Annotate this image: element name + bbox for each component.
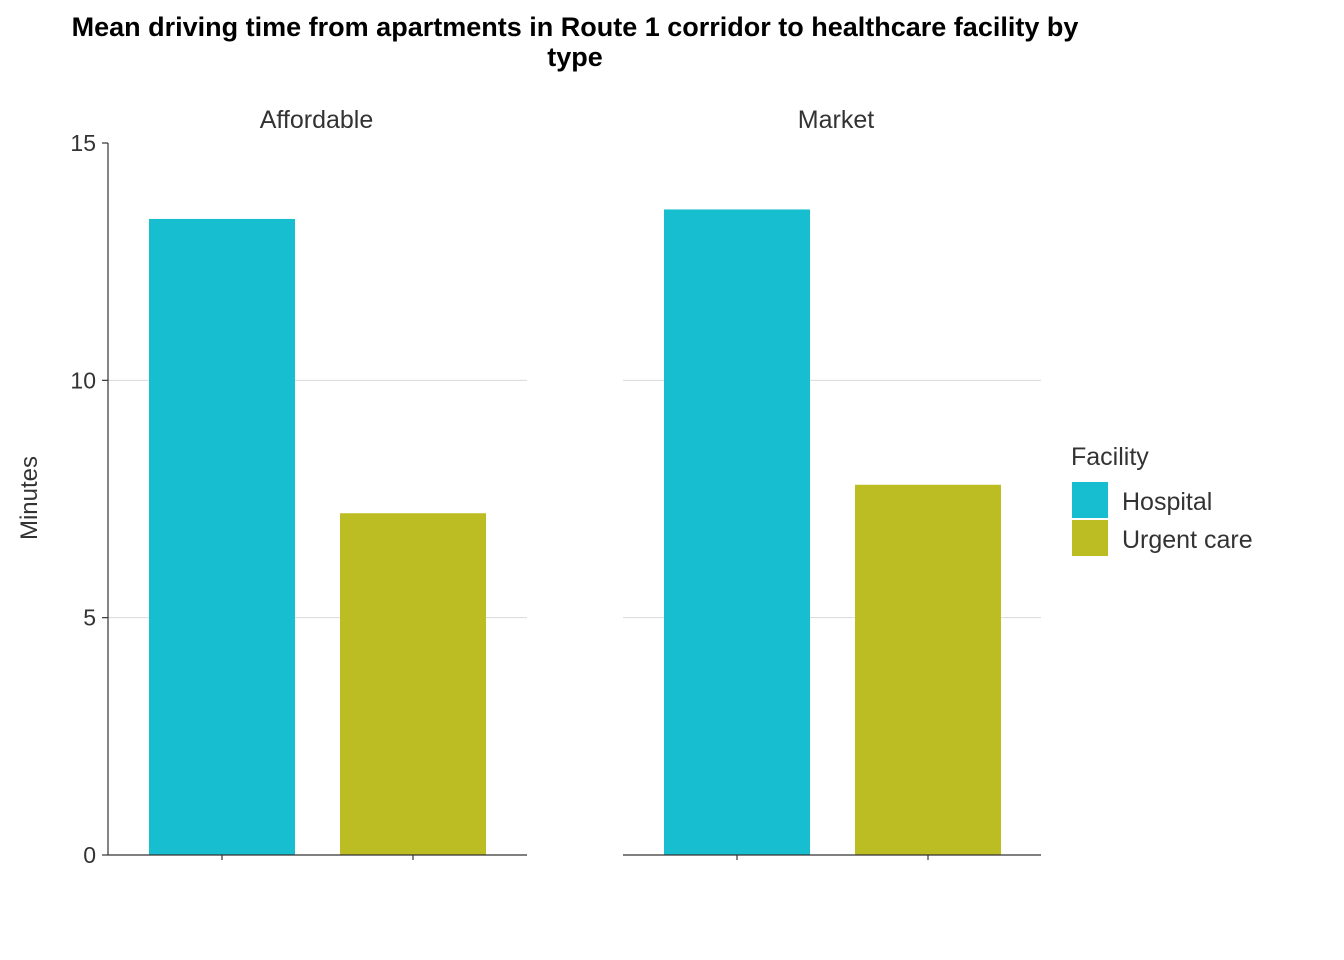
legend-items: Hospital Urgent care xyxy=(1072,482,1253,556)
facet-panel-affordable: Affordable 0 5 10 15 xyxy=(70,106,527,868)
chart-title-line2: type xyxy=(547,42,603,72)
bar-hospital xyxy=(149,218,295,856)
y-tick-label: 0 xyxy=(83,842,96,868)
y-tick-label: 10 xyxy=(70,367,96,393)
y-tick-label: 5 xyxy=(83,605,96,631)
facet-panel-market: Market xyxy=(623,106,1041,860)
y-axis-title: Minutes xyxy=(16,456,43,540)
legend-title: Facility xyxy=(1071,443,1149,471)
bar-urgent-care xyxy=(340,513,486,855)
legend: Facility Hospital Urgent care xyxy=(1071,443,1253,556)
y-tick-label: 15 xyxy=(70,130,96,156)
chart-title-line1: Mean driving time from apartments in Rou… xyxy=(72,12,1079,42)
bar-hospital xyxy=(664,209,810,855)
facet-label: Affordable xyxy=(260,106,374,134)
facet-panels: Affordable 0 5 10 15 Market xyxy=(70,106,1041,868)
legend-label: Urgent care xyxy=(1122,526,1253,554)
legend-swatch-hospital xyxy=(1072,482,1108,518)
legend-swatch-urgent-care xyxy=(1072,520,1108,556)
legend-label: Hospital xyxy=(1122,488,1212,516)
facet-label: Market xyxy=(798,106,874,134)
bar-urgent-care xyxy=(855,484,1001,855)
